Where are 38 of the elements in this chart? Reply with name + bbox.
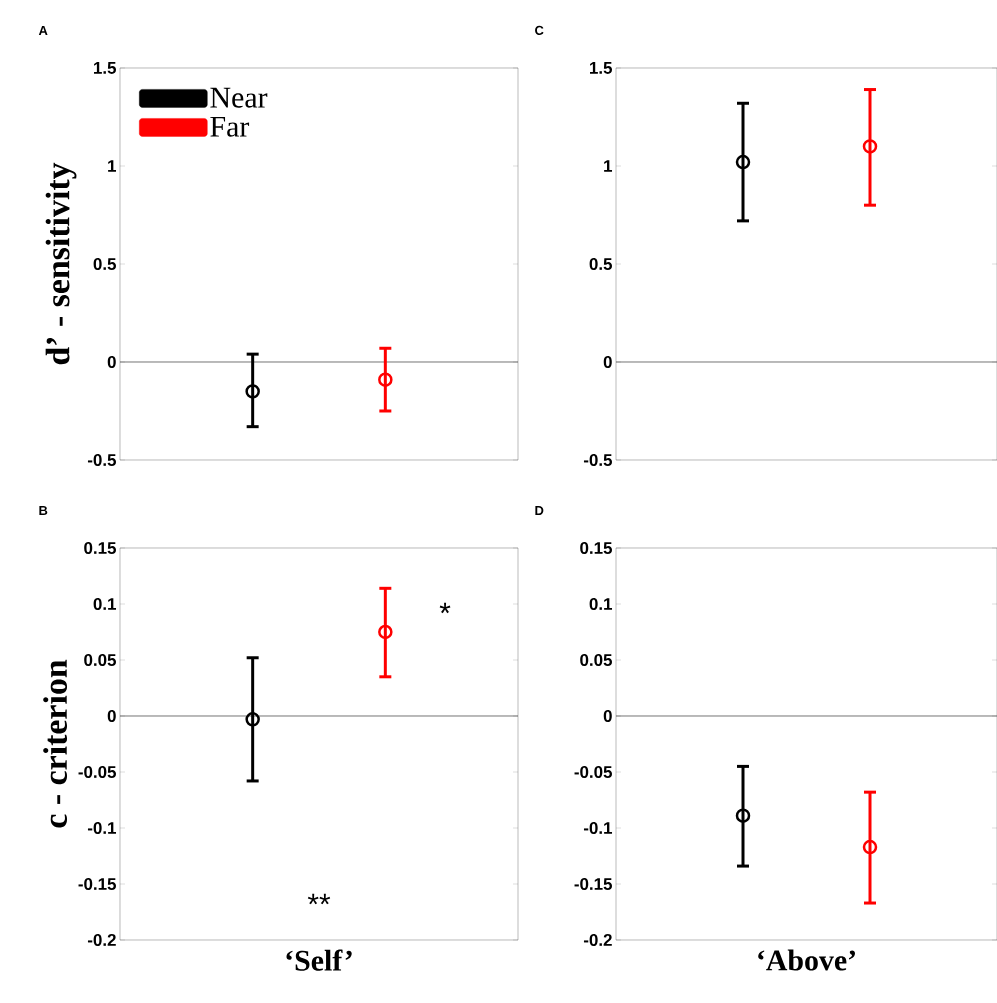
annotation: ** [307, 893, 331, 905]
y-tick-label: 0.1 [589, 598, 613, 610]
y-tick-label: -0.15 [78, 877, 117, 890]
chart-title: A [38, 26, 48, 35]
x-axis-title: ‘Above’ [758, 949, 855, 971]
y-tick-label: -0.15 [574, 877, 613, 890]
y-tick-label: 0.15 [84, 541, 117, 554]
y-tick-label: -0.5 [583, 453, 613, 466]
y-tick-label: -0.05 [574, 765, 613, 778]
chart-title: D [535, 506, 544, 515]
y-tick-label: 0.1 [93, 598, 117, 610]
y-tick-label: 0.5 [589, 257, 613, 270]
y-axis-title: d’ - sensitivity [45, 162, 77, 365]
annotation: * [439, 602, 451, 614]
y-tick-label: 0 [603, 355, 612, 368]
y-tick-label: 1 [604, 160, 613, 172]
legend-label: Far [210, 116, 250, 137]
y-tick-label: 0 [603, 709, 612, 722]
y-tick-label: 0 [107, 355, 116, 368]
y-tick-label: -0.1 [87, 822, 117, 834]
legend-label: Near [210, 87, 268, 108]
chart-title: B [39, 506, 48, 515]
y-tick-label: -0.05 [78, 765, 117, 778]
y-tick-label: 0.15 [580, 541, 613, 554]
y-tick-label: 1 [108, 160, 117, 172]
y-tick-label: -0.5 [87, 453, 117, 466]
y-tick-label: 1.5 [590, 62, 613, 74]
y-tick-label: 0 [107, 709, 116, 722]
y-tick-label: -0.2 [583, 933, 612, 946]
y-axis-title: c - criterion [43, 659, 68, 828]
y-tick-label: -0.1 [583, 822, 613, 834]
y-tick-label: 1.5 [94, 62, 117, 74]
x-axis-title: ‘Self’ [286, 949, 352, 971]
y-tick-label: -0.2 [87, 933, 116, 946]
chart-title: C [535, 25, 544, 35]
y-tick-label: 0.5 [93, 257, 117, 270]
y-tick-label: 0.05 [84, 653, 117, 666]
y-tick-label: 0.05 [580, 653, 613, 666]
